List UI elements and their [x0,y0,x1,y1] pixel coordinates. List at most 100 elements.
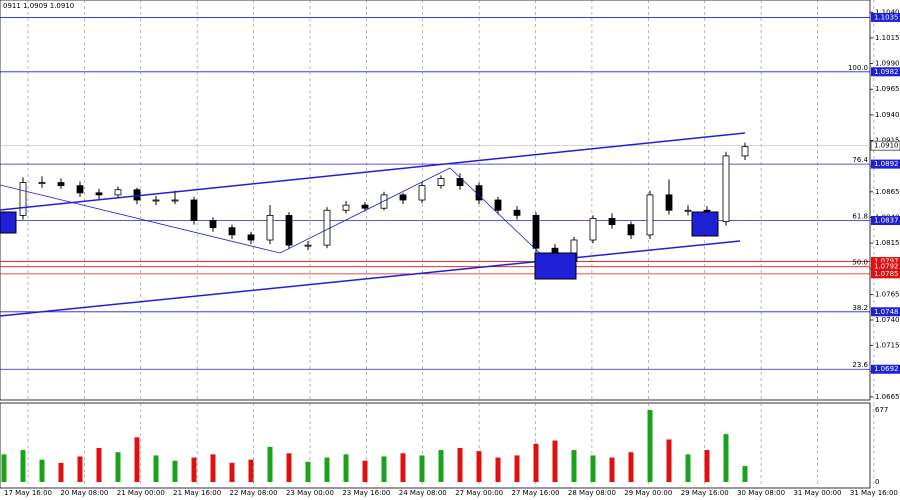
candle-body [304,244,312,247]
volume-bar [381,456,387,482]
y-tick-label: 1.0915 [875,137,900,145]
volume-bar [343,454,349,482]
candle-body [589,218,597,241]
candle-body [323,209,331,246]
volume-bar [514,455,520,482]
volume-bar [267,446,273,482]
candle-body [114,189,122,196]
candle-body [152,199,160,202]
candle-body [608,218,616,226]
y-tick-label: 1.1040 [875,8,900,16]
candle-body [247,234,255,241]
level-price-label: 1.1035 [874,13,899,21]
volume-bar [286,453,292,482]
level-price-label: 1.0982 [874,68,899,76]
candle-body [95,192,103,196]
volume-bar [628,452,634,482]
volume-bar [666,439,672,482]
volume-bar [533,443,539,482]
level-price-box [871,262,900,272]
level-price-label: 1.0692 [874,365,899,373]
volume-bar [438,450,444,482]
volume-bar [685,454,691,482]
zigzag-line [0,167,546,259]
candle-body [380,194,388,209]
volume-bar [1,454,7,482]
candle-body [209,220,217,229]
x-tick-label: 30 May 08:00 [737,489,785,497]
volume-bar [723,434,729,482]
level-price-box [871,257,900,267]
candle-body [19,182,27,216]
candle-body [171,199,179,202]
x-tick-label: 21 May 00:00 [117,489,165,497]
level-label: 23.6 [852,361,868,369]
volume-bar [704,450,710,482]
level-label: 76.4 [852,156,868,164]
candle-body [399,194,407,201]
candle-body [57,182,65,187]
candle-body [76,185,84,194]
candle-body [190,199,198,221]
x-tick-label: 21 May 16:00 [173,489,221,497]
volume-bar [172,460,178,482]
volume-bar [20,450,26,482]
trend-line [0,240,741,317]
volume-bar [191,457,197,482]
candle-body [722,155,730,222]
volume-bar [96,447,102,482]
candle-body [513,209,521,216]
level-price-box [871,159,900,169]
volume-bar [647,410,653,482]
volume-bar [457,447,463,482]
volume-bar [134,437,140,482]
x-tick-label: 31 May 00:00 [793,489,841,497]
y-tick-label: 1.0990 [875,60,900,68]
volume-bar [248,459,254,482]
x-tick-label: 24 May 08:00 [399,489,447,497]
y-tick-label: 1.0665 [875,393,900,401]
zone-box [534,252,577,280]
y-tick-label: 1.0965 [875,85,900,93]
volume-bar [305,461,311,482]
y-tick-label: 1.0865 [875,188,900,196]
candle-body [228,227,236,236]
y-tick-label: 1.0940 [875,111,900,119]
x-tick-label: 20 May 08:00 [60,489,108,497]
level-price-label: 1.0837 [874,217,899,225]
volume-bar [153,455,159,482]
level-label: 61.8 [852,213,868,221]
y-tick-label: 1.0815 [875,239,900,247]
volume-bar [39,459,45,482]
level-price-box [871,216,900,226]
x-tick-label: 28 May 08:00 [568,489,616,497]
x-tick-label: 17 May 16:00 [4,489,52,497]
level-label: 100.0 [848,64,868,72]
y-tick-label: 1.0715 [875,342,900,350]
volume-bar [210,454,216,482]
volume-bar [552,440,558,482]
y-tick-label: 1.0740 [875,316,900,324]
x-tick-label: 23 May 00:00 [286,489,334,497]
level-price-label: 1.0797 [874,258,899,266]
volume-bar [115,452,121,482]
level-price-label: 1.0792 [874,263,899,271]
x-tick-label: 27 May 16:00 [512,489,560,497]
volume-bar [419,455,425,482]
candle-body [437,178,445,187]
level-price-label: 1.0785 [874,270,899,278]
candle-body [532,214,540,249]
zone-box [691,211,719,237]
candle-body [342,204,350,211]
candle-body [646,194,654,236]
level-price-label: 1.0748 [874,308,899,316]
level-price-box [871,269,900,279]
candle-body [684,209,692,212]
volume-bar [324,457,330,482]
x-tick-label: 29 May 00:00 [624,489,672,497]
last-price-label: 1.0910 [874,142,899,150]
y-tick-label: 1.0765 [875,290,900,298]
price-panel [0,0,871,401]
volume-bar [609,457,615,482]
